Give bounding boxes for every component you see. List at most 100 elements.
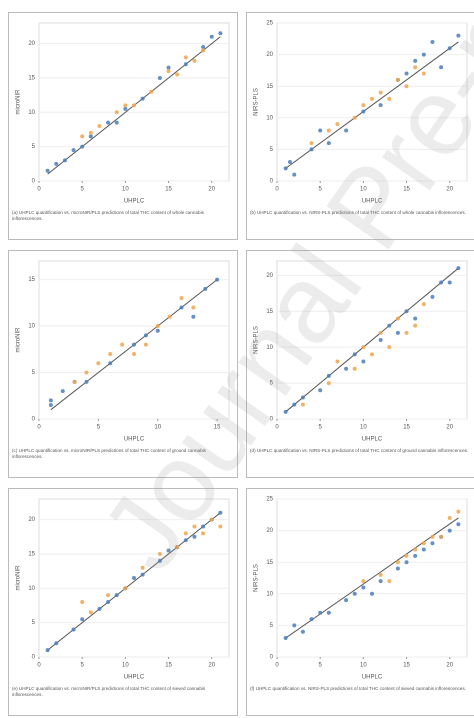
point (108, 351, 113, 356)
y-tick-label: 0 (32, 417, 36, 423)
point (300, 395, 305, 400)
x-tick-label: 15 (403, 425, 410, 431)
point (326, 141, 331, 146)
point (370, 352, 374, 357)
y-tick-label: 20 (266, 528, 273, 534)
y-tick-label: 10 (266, 115, 273, 121)
point (335, 359, 340, 364)
point (361, 109, 366, 114)
point (309, 147, 314, 152)
x-axis-label: UHPLC (362, 675, 383, 681)
point (387, 323, 392, 328)
point (344, 366, 349, 371)
point (413, 547, 418, 552)
point (123, 586, 128, 591)
point (387, 579, 392, 584)
y-tick-label: 15 (266, 309, 273, 315)
x-tick-label: 0 (37, 663, 41, 669)
y-tick-label: 15 (28, 76, 35, 82)
x-tick-label: 20 (446, 663, 453, 669)
point (62, 158, 67, 163)
x-tick-label: 15 (403, 663, 410, 669)
point (344, 598, 349, 603)
point (292, 623, 297, 628)
point (132, 342, 136, 347)
point (421, 547, 426, 552)
point (326, 128, 331, 133)
plot-area (276, 22, 468, 182)
x-tick-label: 10 (122, 187, 129, 193)
point (71, 148, 76, 153)
x-axis-label: UHPLC (124, 437, 145, 443)
x-tick-label: 0 (37, 425, 41, 431)
point (335, 122, 340, 127)
point (201, 524, 206, 529)
y-tick-label: 0 (32, 655, 36, 661)
x-tick-label: 5 (97, 425, 101, 431)
point (404, 84, 409, 89)
point (361, 103, 366, 108)
point (404, 330, 409, 335)
point (421, 541, 426, 546)
point (283, 409, 288, 414)
point (318, 388, 323, 393)
point (283, 636, 288, 641)
point (48, 398, 53, 403)
point (421, 52, 426, 57)
x-tick-label: 10 (360, 187, 367, 193)
point (218, 510, 223, 515)
point (179, 305, 184, 310)
point (292, 402, 297, 407)
x-tick-label: 5 (319, 663, 323, 669)
point (300, 629, 305, 634)
point (166, 548, 171, 553)
point (80, 600, 85, 605)
point (106, 600, 111, 605)
point (132, 103, 136, 108)
point (283, 166, 288, 171)
point (88, 134, 93, 139)
point (108, 361, 113, 366)
y-tick-label: 10 (28, 586, 35, 592)
y-axis-label: NIRS-PLS (254, 88, 260, 116)
chart: 0 5 10 15 20 0 5 10 15 20 UHPLC microNIR (16, 22, 230, 205)
point (309, 617, 314, 622)
point (183, 538, 188, 543)
point (84, 379, 89, 384)
y-tick-label: 10 (266, 591, 273, 597)
y-tick-label: 5 (270, 623, 274, 629)
y-tick-label: 20 (266, 52, 273, 58)
point (430, 39, 435, 44)
figure-panel: 0 5 10 15 20 25 0 5 10 15 20 UHPLC NIRS-PLS (f) UHPLC… (246, 488, 474, 716)
point (378, 572, 383, 577)
fit-line (285, 267, 459, 413)
x-tick-label: 10 (360, 425, 367, 431)
point (404, 71, 409, 76)
point (183, 55, 188, 60)
point (155, 328, 160, 333)
x-tick-label: 0 (275, 425, 279, 431)
x-tick-label: 5 (319, 187, 323, 193)
point (395, 77, 400, 82)
point (439, 65, 444, 70)
y-tick-label: 0 (270, 417, 274, 423)
plot-area (38, 22, 230, 182)
point (395, 316, 400, 321)
point (439, 534, 444, 539)
point (140, 572, 145, 577)
point (167, 314, 172, 319)
point (378, 103, 383, 108)
point (123, 106, 128, 111)
y-tick-label: 5 (32, 144, 36, 150)
y-tick-label: 20 (28, 517, 35, 523)
point (413, 553, 418, 558)
chart: 0 5 10 15 20 0 5 10 15 20 UHPLC microNIR (16, 498, 230, 681)
point (421, 71, 426, 76)
x-tick-label: 15 (214, 425, 221, 431)
y-axis-label: microNIR (16, 89, 22, 115)
point (378, 90, 383, 95)
point (60, 389, 65, 394)
point (370, 591, 374, 596)
point (404, 309, 409, 314)
point (404, 553, 409, 558)
